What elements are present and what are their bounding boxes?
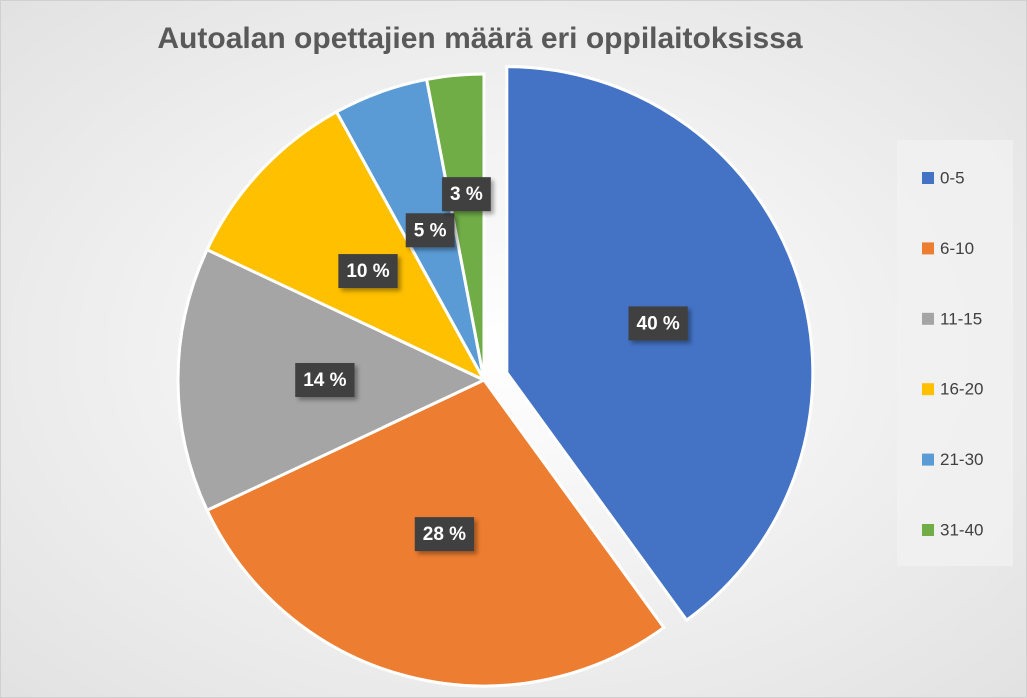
data-label-box [442, 177, 491, 212]
data-label: 40 % [628, 306, 688, 341]
data-label: 10 % [338, 254, 398, 289]
pie-slice [424, 72, 486, 381]
data-label: 28 % [414, 517, 475, 552]
legend-label: 0-5 [940, 168, 965, 187]
data-label-text: 5 % [414, 220, 447, 241]
data-label-box [338, 254, 398, 289]
legend-swatch [922, 383, 934, 396]
legend-label: 16-20 [940, 380, 983, 399]
legend-swatch [922, 172, 934, 184]
legend-swatch [922, 524, 934, 536]
data-label-text: 40 % [637, 313, 680, 334]
data-label-box [414, 517, 475, 552]
pie-slice [505, 65, 815, 623]
legend-swatch [922, 312, 934, 325]
data-label-box [628, 306, 688, 341]
legend-swatch [922, 242, 934, 255]
chart-title: Autoalan opettajien määrä eri oppilaitok… [157, 22, 803, 55]
legend-label: 6-10 [940, 239, 974, 258]
data-label: 14 % [295, 363, 355, 397]
data-label: 3 % [442, 177, 491, 212]
legend-label: 11-15 [940, 309, 982, 328]
legend-box [897, 140, 1013, 566]
data-label-text: 28 % [423, 524, 466, 545]
data-label: 5 % [405, 213, 455, 248]
data-label-box [405, 213, 455, 248]
legend-swatch [922, 453, 934, 466]
data-label-box [295, 363, 355, 397]
legend-label: 31-40 [940, 520, 983, 539]
legend-label: 21-30 [940, 450, 983, 469]
pie-slice [205, 109, 488, 384]
data-label-text: 10 % [346, 261, 389, 282]
data-label-text: 3 % [450, 184, 483, 205]
data-label-text: 14 % [303, 370, 346, 391]
